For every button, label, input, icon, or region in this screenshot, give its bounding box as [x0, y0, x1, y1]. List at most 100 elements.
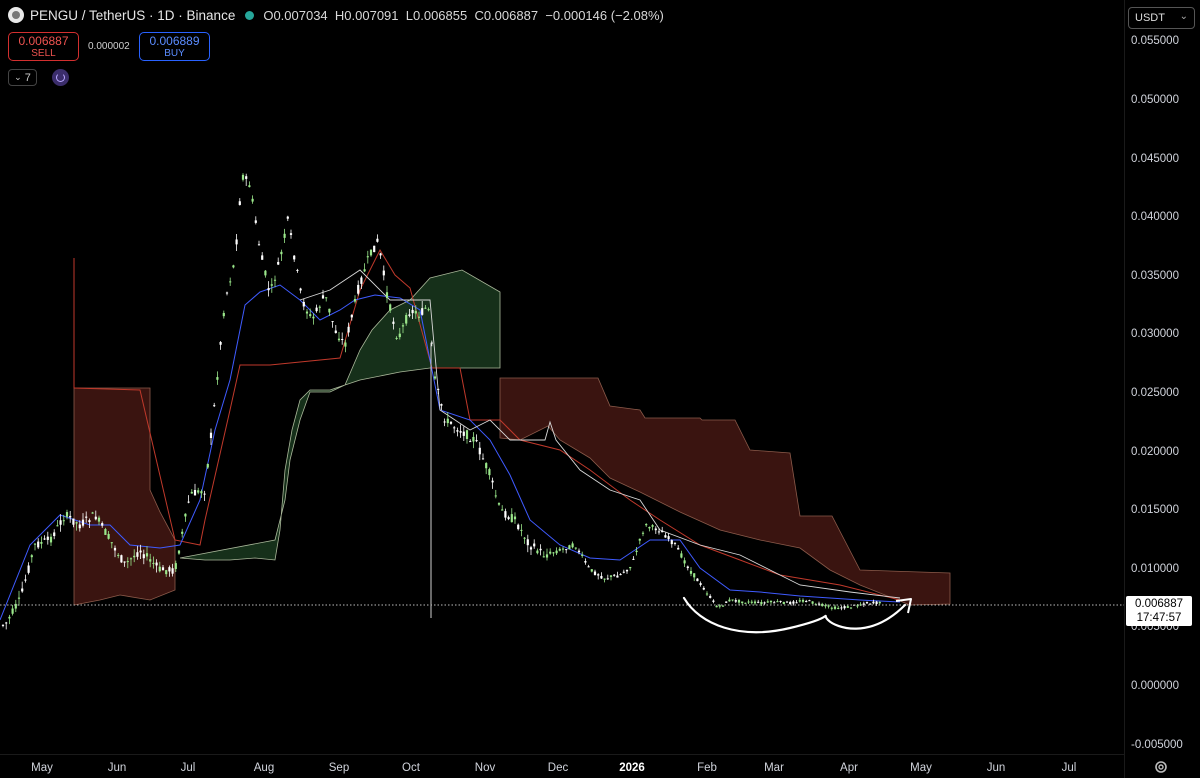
candle-body [197, 490, 200, 493]
candle-body [27, 565, 30, 573]
candle-body [712, 600, 715, 602]
candle-body [517, 524, 520, 530]
candle-body [805, 600, 808, 602]
candle-body [593, 571, 597, 575]
candle-body [200, 491, 203, 494]
candle-body [59, 520, 62, 525]
candle-body [728, 599, 731, 602]
candle-body [264, 270, 267, 276]
candle-body [613, 574, 616, 576]
candle-body [677, 547, 680, 550]
candle-body [843, 606, 846, 609]
price-tick-label: 0.000000 [1131, 680, 1179, 692]
candle-body [654, 528, 657, 531]
candle-body [337, 338, 341, 341]
gear-icon[interactable] [1153, 759, 1169, 775]
time-tick-label: 2026 [619, 762, 645, 774]
cloud-bull [179, 269, 501, 561]
buy-label: BUY [164, 48, 185, 59]
candle-body [689, 570, 693, 574]
kijun-line [73, 248, 901, 601]
candle-body [837, 607, 840, 609]
candle-body [449, 421, 453, 424]
candle-body [424, 307, 427, 309]
candle-body [309, 314, 312, 317]
candle-body [117, 554, 120, 556]
candle-body [373, 245, 376, 253]
candle-body [456, 430, 459, 432]
candle-body [705, 593, 709, 595]
time-tick-label: Feb [697, 762, 717, 774]
sell-button[interactable]: 0.006887 SELL [8, 32, 79, 61]
price-tick-label: 0.055000 [1131, 35, 1179, 48]
chart-header: PENGU / TetherUS · 1D · Binance O0.00703… [8, 7, 664, 23]
candle-body [485, 463, 488, 469]
candle-body [165, 570, 168, 575]
candle-body [369, 249, 373, 256]
candle-body [827, 605, 830, 607]
candle-body [536, 550, 539, 554]
candle-body [184, 513, 187, 517]
candle-body [1, 624, 5, 626]
sync-icon[interactable] [52, 69, 69, 86]
candle-body [453, 427, 456, 429]
candle-body [267, 288, 270, 291]
candle-body [193, 489, 197, 496]
candle-body [763, 602, 766, 604]
candle-body [817, 603, 821, 605]
time-tick-label: May [910, 762, 932, 774]
candle-body [344, 342, 347, 347]
candle-body [145, 553, 149, 557]
candle-body [161, 567, 165, 571]
candle-body [734, 600, 737, 602]
price-chart[interactable] [0, 0, 1124, 754]
currency-select[interactable]: USDT ⌄ [1128, 7, 1195, 29]
ohlc-values: O0.007034 H0.007091 L0.006855 C0.006887 … [263, 8, 664, 23]
candle-body [619, 574, 622, 576]
time-tick-label: Apr [840, 762, 858, 774]
candle-body [241, 174, 245, 180]
candle-body [488, 469, 491, 476]
candle-body [414, 311, 417, 314]
indicators-toggle[interactable]: ⌄ 7 [8, 69, 37, 86]
symbol-title[interactable]: PENGU / TetherUS · 1D · Binance [30, 7, 236, 23]
candle-body [120, 555, 123, 563]
candle-body [549, 551, 552, 554]
candle-body [171, 568, 174, 574]
candle-body [209, 432, 213, 439]
candle-body [773, 602, 776, 604]
candle-body [321, 295, 325, 299]
close-value: C0.006887 [474, 7, 539, 23]
candle-body [459, 431, 462, 433]
buy-button[interactable]: 0.006889 BUY [139, 32, 210, 61]
candle-body [315, 307, 318, 312]
candle-body [526, 539, 529, 546]
candle-body [168, 567, 171, 572]
candle-body [504, 511, 507, 518]
candle-body [875, 601, 878, 604]
candle-body [824, 605, 827, 607]
candle-body [443, 421, 446, 423]
candle-body [40, 541, 43, 544]
pengu-logo-icon [8, 7, 24, 23]
candle-body [651, 525, 654, 527]
candle-body [779, 600, 782, 602]
candle-body [305, 311, 309, 314]
candle-body [625, 569, 629, 572]
candle-body [878, 601, 881, 604]
candle-body [741, 601, 744, 604]
time-tick-label: Sep [328, 762, 350, 774]
candle-body [465, 430, 469, 439]
candle-body [686, 566, 689, 569]
candle-body [510, 514, 513, 523]
candle-body [24, 579, 27, 581]
candle-body [513, 516, 517, 520]
time-tick-label: Aug [253, 762, 275, 774]
candle-body [97, 517, 101, 522]
candle-body [702, 587, 705, 590]
candle-body [347, 326, 350, 333]
candle-body [129, 558, 133, 560]
candle-body [33, 543, 37, 545]
candle-body [869, 603, 872, 605]
